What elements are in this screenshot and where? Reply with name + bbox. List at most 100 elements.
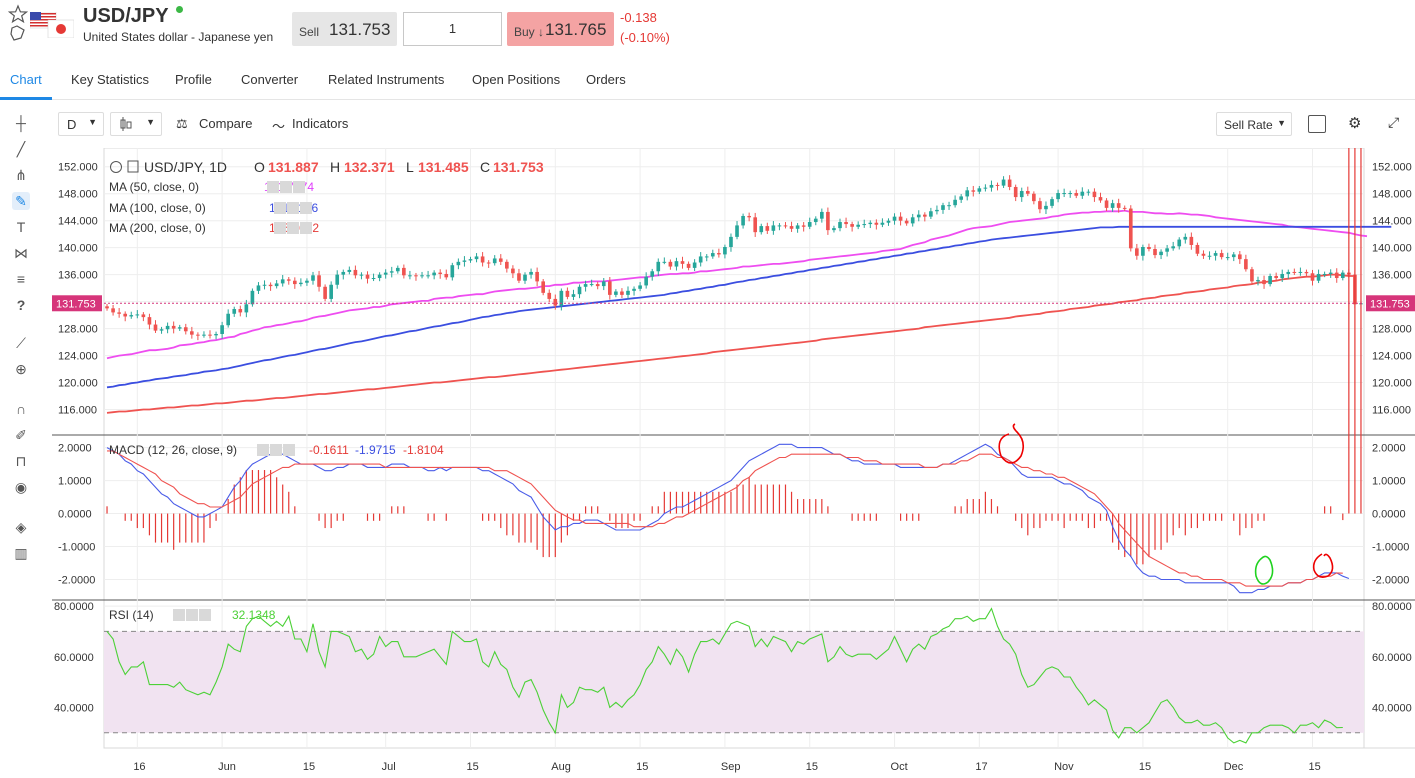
compare-button[interactable]: Compare (199, 116, 253, 131)
candle (935, 205, 939, 215)
macd-axis-label-right: -1.0000 (1372, 542, 1409, 554)
candle-body (123, 313, 128, 317)
candle (438, 269, 443, 279)
candle (523, 272, 527, 284)
expand-icon[interactable]: ⤢ (1388, 114, 1400, 130)
last-price-tag-left (52, 295, 102, 312)
candle-body (1141, 246, 1145, 256)
tab-chart[interactable]: Chart (10, 72, 42, 87)
indicators-button[interactable]: Indicators (292, 116, 349, 131)
tab-related-instruments[interactable]: Related Instruments (328, 72, 445, 87)
quantity-input[interactable]: 1 (403, 12, 502, 46)
sell-button[interactable]: Sell 131.753 (292, 12, 397, 46)
candle (1286, 269, 1291, 279)
candle-body (735, 225, 739, 237)
zoom-icon[interactable]: ⊕ (15, 361, 27, 377)
hand-drawn-annotations (998, 423, 1334, 585)
candle (880, 218, 885, 228)
pitchfork-icon[interactable]: ⋔ (15, 167, 27, 183)
lock-drawing-icon[interactable]: ✐ (15, 427, 27, 443)
text-icon[interactable]: T (16, 219, 26, 235)
fullscreen-frame-icon[interactable] (1308, 115, 1326, 133)
tab-profile[interactable]: Profile (175, 72, 212, 87)
time-axis-label: 15 (1139, 761, 1151, 773)
candle-body (329, 284, 333, 299)
candle (620, 288, 624, 299)
candle-body (1171, 246, 1175, 249)
price-axis-label-left: 116.000 (58, 405, 97, 417)
candle-body (359, 274, 364, 276)
candle-body (959, 196, 963, 200)
candle (541, 279, 545, 296)
macd-signal-line (107, 450, 1343, 587)
candle (1280, 269, 1285, 282)
eye-icon[interactable]: ◉ (14, 479, 28, 495)
tab-key-statistics[interactable]: Key Statistics (71, 72, 150, 87)
pattern-icon[interactable]: ⋈ (14, 245, 28, 261)
layers-icon[interactable]: ◈ (15, 519, 27, 535)
candle (723, 244, 727, 259)
tab-orders[interactable]: Orders (586, 72, 626, 87)
help-icon[interactable]: ? (16, 297, 26, 313)
ruler-icon[interactable]: ⟋ (16, 335, 26, 351)
rsi-axis-label-right: 80.0000 (1372, 601, 1412, 613)
price-axis-label-left: 152.000 (58, 162, 98, 174)
candle (765, 222, 770, 234)
candle-body (983, 187, 988, 189)
interval-select[interactable]: D ▼ (58, 112, 104, 136)
candle-body (1189, 236, 1194, 245)
candle-body (650, 271, 655, 277)
candle-body (910, 217, 915, 224)
unlock-icon[interactable]: ⊓ (15, 453, 27, 469)
chart-area[interactable]: 152.000 152.000 148.000 148.000 144.000 144.0… (52, 147, 1415, 773)
trend-line-icon[interactable]: ╱ (16, 141, 26, 157)
price-axis-label-right: 124.000 (1372, 351, 1412, 363)
candle (632, 286, 636, 296)
rate-select[interactable]: Sell Rate ▼ (1216, 112, 1292, 136)
candle (1189, 232, 1194, 250)
buy-label: Buy ↓ (514, 25, 545, 39)
candle (1135, 243, 1139, 260)
candle-body (389, 271, 394, 273)
candle (250, 288, 255, 307)
crosshair-icon[interactable]: ┼ (16, 115, 26, 131)
chart-type-select[interactable]: ▼ (110, 112, 162, 136)
magnet-icon[interactable]: ∩ (15, 401, 27, 417)
ma50-label: MA (50, close, 0) (109, 180, 199, 194)
measure-icon[interactable]: ≡ (16, 271, 26, 287)
trash-icon[interactable]: ▥ (14, 545, 28, 561)
candle-body (1110, 203, 1115, 208)
candle (1225, 252, 1230, 261)
candle (729, 233, 733, 252)
candle-body (680, 261, 685, 264)
gear-icon[interactable]: ⚙ (1348, 115, 1362, 132)
candle-body (232, 309, 237, 314)
legend-close: 131.753 (493, 159, 544, 175)
indicators-icon[interactable]: 〜 (272, 119, 286, 134)
candle-body (662, 261, 667, 263)
candle-body (462, 260, 467, 262)
candle (359, 272, 364, 280)
brush-icon[interactable]: ✎ (12, 192, 30, 210)
compare-icon[interactable]: ⚖ (176, 116, 188, 131)
candle (710, 249, 715, 259)
candle-body (638, 285, 642, 289)
candle (644, 272, 648, 289)
candle (1110, 199, 1115, 212)
candle (1050, 196, 1054, 209)
candle (1019, 187, 1024, 202)
candle-body (644, 276, 648, 286)
candle (850, 221, 854, 232)
candle (1322, 271, 1327, 278)
favorite-star-icon[interactable] (8, 4, 28, 44)
time-axis-label: 15 (806, 761, 818, 773)
price-chart[interactable]: 152.000 152.000 148.000 148.000 144.000 144.0… (52, 147, 1415, 773)
tab-converter[interactable]: Converter (241, 72, 299, 87)
macd-axis-label-right: 0.0000 (1372, 509, 1406, 521)
tab-open-positions[interactable]: Open Positions (472, 72, 561, 87)
price-axis-label-left: 128.000 (58, 324, 98, 336)
sell-label: Sell (299, 25, 320, 39)
time-axis-label: Jul (382, 761, 396, 773)
buy-button[interactable]: Buy ↓ 131.765 (507, 12, 614, 46)
candle (741, 213, 745, 229)
